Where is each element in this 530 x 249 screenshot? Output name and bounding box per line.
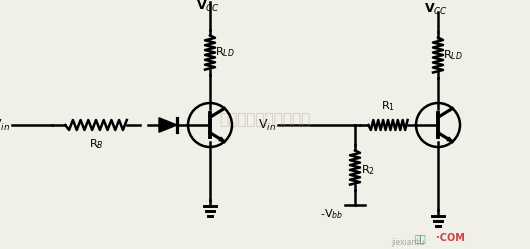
Text: jiexiantu: jiexiantu	[391, 238, 425, 247]
Text: V$_{CC}$: V$_{CC}$	[196, 0, 220, 14]
Polygon shape	[219, 137, 224, 141]
Text: R$_2$: R$_2$	[361, 163, 375, 177]
Text: 接线: 接线	[414, 233, 426, 243]
Text: V$_{CC}$: V$_{CC}$	[424, 2, 448, 17]
Text: V$_{in}$: V$_{in}$	[0, 118, 10, 132]
Text: -V$_{bb}$: -V$_{bb}$	[320, 207, 343, 221]
Text: R$_{LD}$: R$_{LD}$	[215, 45, 235, 59]
Polygon shape	[447, 137, 452, 141]
Text: R$_1$: R$_1$	[381, 99, 395, 113]
Text: R$_{LD}$: R$_{LD}$	[443, 48, 463, 62]
Text: ·COM: ·COM	[436, 233, 464, 243]
Polygon shape	[159, 118, 177, 132]
Text: R$_B$: R$_B$	[89, 137, 103, 151]
Text: 杭州睿睿科技有限公司: 杭州睿睿科技有限公司	[219, 113, 311, 127]
Text: V$_{in}$: V$_{in}$	[258, 118, 276, 132]
